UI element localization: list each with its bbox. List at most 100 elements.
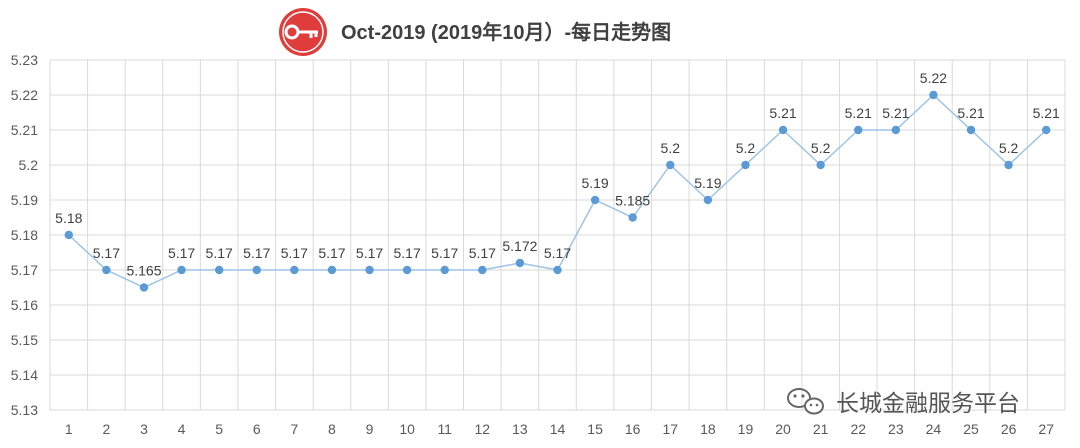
x-tick-label: 20: [775, 421, 791, 437]
y-tick-label: 5.16: [11, 297, 38, 313]
x-tick-label: 19: [738, 421, 754, 437]
data-point: [365, 265, 374, 275]
x-tick-label: 17: [662, 421, 678, 437]
data-label: 5.17: [356, 245, 383, 261]
series-line: [64, 90, 1051, 292]
data-label: 5.185: [615, 193, 650, 209]
chart-title-text: Oct-2019 (2019年10月）-每日走势图: [341, 20, 671, 44]
data-point: [741, 160, 750, 170]
gridlines: [49, 59, 1066, 411]
data-label: 5.17: [431, 245, 458, 261]
x-tick-label: 13: [512, 421, 528, 437]
data-point: [252, 265, 261, 275]
data-label: 5.17: [168, 245, 195, 261]
data-label: 5.17: [243, 245, 270, 261]
data-label: 5.17: [469, 245, 496, 261]
data-point: [402, 265, 412, 275]
data-label: 5.22: [920, 70, 947, 86]
y-tick-label: 5.2: [19, 157, 39, 173]
x-tick-label: 14: [550, 421, 566, 437]
x-tick-label: 5: [215, 421, 223, 437]
key-icon: [279, 8, 327, 56]
watermark: 长城金融服务平台: [787, 388, 1020, 417]
wechat-icon: [787, 388, 824, 415]
data-point: [478, 265, 487, 275]
data-label: 5.21: [882, 105, 909, 121]
data-point: [929, 90, 938, 100]
x-tick-label: 4: [178, 421, 186, 437]
x-axis-ticks: 1 2 3 4 5 6 7 8 9 10 11 12 13 14 15 16 17 18 19 20 21 22 23 24 2…: [65, 421, 1054, 437]
data-labels: 5.18 5.17 5.165 5.17 5.17 5.17 5.17 5.17 5.17 5.1…: [55, 70, 1060, 279]
data-label: 5.21: [769, 105, 796, 121]
data-point: [102, 265, 111, 275]
x-tick-label: 24: [926, 421, 942, 437]
data-point: [139, 283, 149, 292]
y-tick-label: 5.15: [11, 332, 38, 348]
x-tick-label: 18: [700, 421, 716, 437]
data-point: [966, 125, 976, 135]
x-tick-label: 11: [437, 421, 452, 437]
data-point: [440, 265, 449, 275]
data-point: [177, 265, 186, 275]
x-tick-label: 26: [1001, 421, 1017, 437]
y-tick-label: 5.18: [11, 227, 38, 243]
data-label: 5.165: [126, 263, 161, 279]
watermark-text: 长城金融服务平台: [836, 391, 1020, 417]
data-label: 5.172: [502, 238, 537, 254]
data-label: 5.17: [93, 245, 120, 261]
data-label: 5.21: [1033, 105, 1060, 121]
data-point: [778, 125, 788, 135]
data-point: [214, 265, 224, 275]
x-tick-label: 10: [399, 421, 415, 437]
x-tick-label: 22: [850, 421, 866, 437]
data-point: [816, 160, 825, 170]
data-point: [1004, 160, 1013, 170]
data-label: 5.18: [55, 210, 82, 226]
data-point: [854, 125, 863, 135]
x-tick-label: 15: [587, 421, 603, 437]
data-label: 5.2: [999, 140, 1019, 156]
y-axis-ticks: 5.13 5.14 5.15 5.16 5.17 5.18 5.19 5.2 5.21 5.22 5…: [11, 52, 38, 418]
x-tick-label: 16: [625, 421, 641, 437]
y-tick-label: 5.17: [11, 262, 38, 278]
x-tick-label: 8: [328, 421, 336, 437]
x-tick-label: 12: [475, 421, 491, 437]
data-label: 5.21: [957, 105, 984, 121]
data-point: [891, 125, 901, 135]
data-label: 5.19: [694, 175, 721, 191]
y-tick-label: 5.19: [11, 192, 38, 208]
x-tick-label: 21: [813, 421, 829, 437]
data-label: 5.17: [318, 245, 345, 261]
y-tick-label: 5.23: [11, 52, 38, 68]
y-tick-label: 5.21: [11, 122, 38, 138]
x-tick-label: 1: [65, 421, 73, 437]
data-point: [553, 265, 562, 275]
data-point: [515, 258, 525, 268]
x-tick-label: 23: [888, 421, 904, 437]
x-tick-label: 3: [140, 421, 148, 437]
data-label: 5.2: [736, 140, 756, 156]
data-label: 5.17: [281, 245, 308, 261]
data-label: 5.2: [811, 140, 831, 156]
data-label: 5.2: [661, 140, 681, 156]
data-point: [1042, 125, 1051, 135]
data-point: [290, 265, 299, 275]
x-tick-label: 2: [102, 421, 110, 437]
data-label: 5.17: [544, 245, 571, 261]
data-point: [590, 195, 600, 205]
y-tick-label: 5.22: [11, 87, 38, 103]
y-tick-label: 5.13: [11, 402, 38, 418]
data-label: 5.19: [581, 175, 608, 191]
chart-title: Oct-2019 (2019年10月）-每日走势图: [279, 8, 671, 56]
data-label: 5.21: [845, 105, 872, 121]
data-point: [64, 230, 73, 240]
x-tick-label: 7: [290, 421, 298, 437]
data-point: [628, 213, 637, 222]
data-point: [703, 195, 713, 205]
data-label: 5.17: [206, 245, 233, 261]
data-label: 5.17: [394, 245, 421, 261]
x-tick-label: 9: [366, 421, 374, 437]
x-tick-label: 27: [1038, 421, 1054, 437]
y-tick-label: 5.14: [11, 367, 38, 383]
